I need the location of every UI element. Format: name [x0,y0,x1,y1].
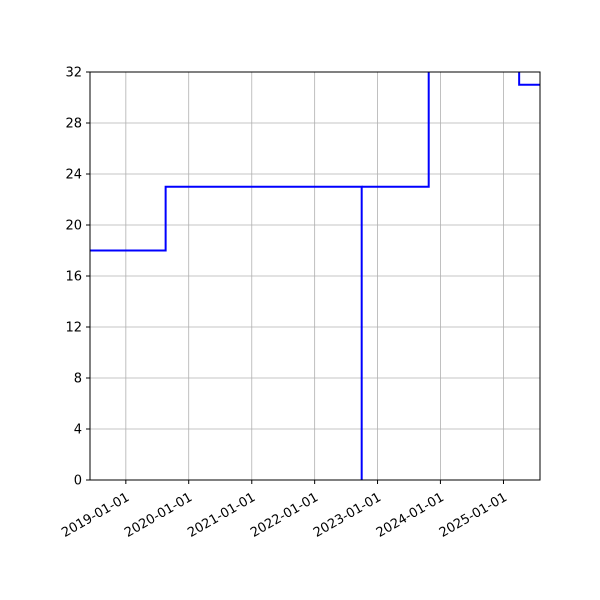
x-tick-label: 2021-01-01 [185,490,258,541]
x-tick-label: 2022-01-01 [248,490,321,541]
x-tick-label: 2020-01-01 [122,490,195,541]
x-tick-label: 2024-01-01 [374,490,447,541]
series-line [518,72,540,86]
y-axis: 0 4 8 12 16 20 24 28 32 [65,66,90,489]
x-tick-label: 2023-01-01 [311,490,384,541]
x-tick-label: 2025-01-01 [437,490,510,541]
series-line [90,185,363,480]
y-tick-label: 28 [65,117,82,132]
y-tick-label: 0 [74,474,82,489]
y-tick-label: 32 [65,66,82,81]
x-tick-label: 2019-01-01 [59,490,132,541]
series-line [361,72,430,188]
y-tick-label: 24 [65,168,82,183]
y-tick-label: 4 [74,423,82,438]
y-tick-label: 20 [65,219,82,234]
series-layer [90,72,540,480]
y-tick-label: 16 [65,270,82,285]
x-axis: 2019-01-012020-01-012021-01-012022-01-01… [59,480,510,541]
grid [90,71,540,481]
y-tick-label: 12 [65,321,82,336]
y-tick-label: 8 [74,372,82,387]
